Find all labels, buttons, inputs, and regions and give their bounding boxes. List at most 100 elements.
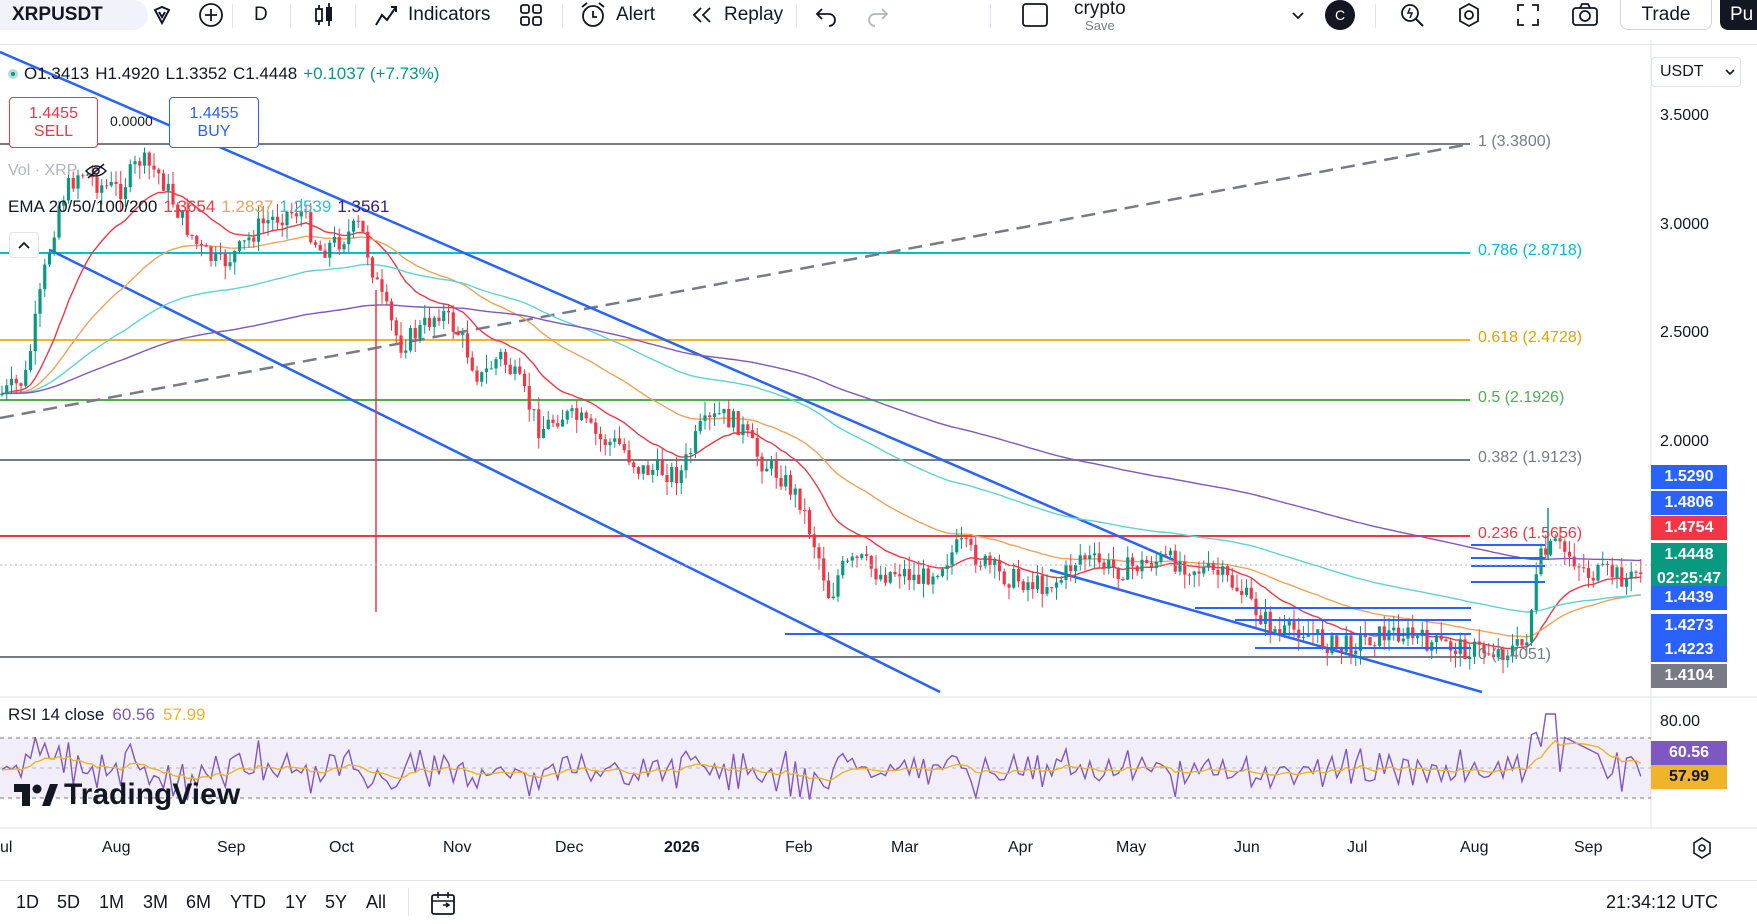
candle-body: [674, 466, 679, 484]
volume-legend[interactable]: Vol · XRP: [8, 162, 108, 180]
collapse-legend-button[interactable]: [9, 232, 39, 258]
volume-label: Vol · XRP: [8, 162, 78, 179]
rsi-pane: [0, 713, 1651, 801]
ema-legend[interactable]: EMA 20/50/100/200 1.3654 1.2837 1.2539 1…: [8, 197, 389, 217]
candle-body: [95, 177, 99, 193]
range-button-5d[interactable]: 5D: [57, 892, 81, 912]
candle-body: [556, 423, 560, 427]
candle-body: [432, 317, 436, 327]
candle-body: [1211, 563, 1215, 571]
candle-body: [541, 428, 546, 439]
candle-body: [1553, 538, 1557, 541]
range-button-3m[interactable]: 3M: [143, 892, 169, 912]
trade-button[interactable]: Trade: [1620, 0, 1712, 30]
compare-add-icon[interactable]: [197, 0, 225, 30]
currency-select[interactable]: USDT: [1651, 57, 1741, 87]
candle-body: [328, 242, 332, 258]
candle-body: [0, 393, 4, 395]
eye-hidden-icon[interactable]: [85, 162, 108, 180]
candle-body: [1506, 655, 1510, 661]
fibonacci-retracement[interactable]: [0, 142, 1471, 658]
redo-icon[interactable]: [864, 0, 892, 30]
ema50-value: 1.2837: [221, 197, 274, 216]
candle-body: [1045, 587, 1049, 594]
chart-settings-icon[interactable]: [1690, 836, 1714, 865]
range-button-all[interactable]: All: [366, 892, 387, 912]
candle-body: [988, 555, 992, 566]
candle-body: [1534, 574, 1538, 611]
candle-body: [323, 250, 327, 258]
ohlc-change: +0.1037 (+7.73%): [303, 64, 440, 83]
ohlc-high: H1.4920: [95, 64, 160, 83]
replay-button[interactable]: Replay: [688, 0, 783, 30]
price-tag: 1.4806: [1651, 491, 1727, 515]
templates-grid-icon[interactable]: [517, 0, 545, 30]
range-button-1y[interactable]: 1Y: [285, 892, 308, 912]
horizontal-lines[interactable]: [0, 544, 1651, 649]
candle-body: [731, 411, 736, 428]
candle-style-icon[interactable]: [310, 0, 338, 30]
publish-button[interactable]: Pu: [1720, 0, 1757, 30]
range-button-6m[interactable]: 6M: [186, 892, 212, 912]
candle-body: [964, 538, 968, 540]
settings-gear-icon[interactable]: [1455, 0, 1483, 30]
candle-body: [727, 408, 731, 428]
candle-body: [1363, 634, 1367, 638]
candle-body: [532, 409, 536, 411]
candle-body: [1439, 635, 1443, 640]
candle-body: [855, 556, 859, 558]
layout-square-icon[interactable]: [1020, 0, 1050, 30]
candle-body: [1073, 564, 1078, 572]
candle-body: [76, 175, 80, 189]
candle-body: [717, 413, 721, 415]
candle-body: [603, 439, 607, 446]
candle-body: [879, 574, 883, 580]
avatar[interactable]: C: [1325, 0, 1355, 30]
separator: [562, 4, 563, 28]
price-chart[interactable]: [0, 40, 1757, 880]
candle-body: [537, 409, 541, 439]
tradingview-logo[interactable]: TradingView: [12, 778, 240, 812]
price-tag: 1.4104: [1651, 664, 1727, 688]
candle-body: [907, 569, 911, 581]
indicators-button[interactable]: Indicators: [372, 0, 490, 30]
candle-body: [109, 182, 113, 186]
range-button-1d[interactable]: 1D: [16, 892, 40, 912]
candle-body: [1121, 579, 1125, 581]
layout-name-button[interactable]: crypto Save: [1074, 0, 1126, 32]
candle-body: [803, 509, 807, 511]
candle-body: [114, 182, 118, 184]
utc-clock[interactable]: 21:34:12 UTC: [1606, 892, 1719, 912]
candle-body: [1164, 554, 1168, 556]
range-button-1m[interactable]: 1M: [99, 892, 125, 912]
camera-icon[interactable]: [1570, 0, 1600, 30]
sell-button[interactable]: 1.4455 SELL: [9, 97, 98, 148]
fib-level-label: 0.618 (2.4728): [1478, 329, 1583, 346]
undo-icon[interactable]: [812, 0, 840, 30]
quick-search-icon[interactable]: [1398, 0, 1426, 30]
time-axis-label: Apr: [1008, 839, 1033, 856]
rsi-legend[interactable]: RSI 14 close 60.56 57.99: [8, 705, 205, 725]
range-button-ytd[interactable]: YTD: [230, 892, 266, 912]
range-button-5y[interactable]: 5Y: [325, 892, 348, 912]
candle-body: [689, 452, 693, 455]
ema-label: EMA 20/50/100/200: [8, 197, 158, 216]
symbol-search-button[interactable]: XRPUSDT: [0, 0, 148, 30]
candle-body: [1301, 636, 1306, 639]
candle-body: [33, 313, 37, 352]
fullscreen-icon[interactable]: [1514, 0, 1542, 30]
favorite-icon[interactable]: [148, 0, 176, 30]
candle-body: [1059, 579, 1063, 583]
candle-body: [104, 185, 109, 187]
calendar-goto-icon[interactable]: [429, 890, 457, 921]
candle-body: [1078, 555, 1082, 565]
buy-button[interactable]: 1.4455 BUY: [169, 97, 259, 148]
candle-body: [237, 241, 242, 251]
fib-level-label: 0.786 (2.8718): [1478, 242, 1583, 259]
interval-button[interactable]: D: [254, 0, 268, 30]
rewind-icon: [692, 7, 711, 23]
alert-button[interactable]: Alert: [578, 0, 655, 30]
trend-channel[interactable]: [0, 50, 1483, 694]
chevron-down-icon[interactable]: [1290, 0, 1306, 30]
candle-body: [1544, 548, 1548, 555]
